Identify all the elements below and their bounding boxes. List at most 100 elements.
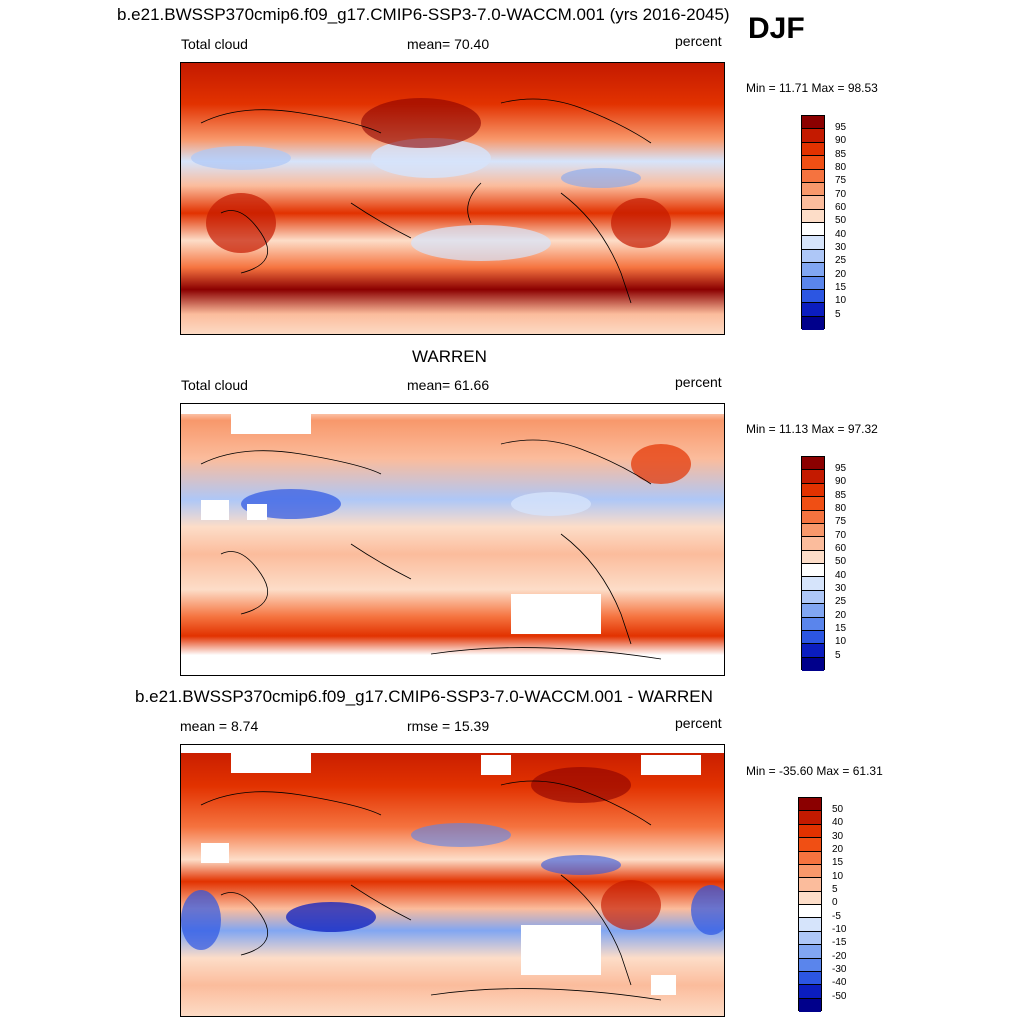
panel2-colorbar-band xyxy=(802,523,824,538)
panel1-colorbar-band xyxy=(802,169,824,183)
panel2-tick: 25 xyxy=(835,596,847,607)
panel3-mean-label: mean = 8.74 xyxy=(180,718,259,734)
panel2-colorbar-band xyxy=(802,510,824,524)
panel2-colorbar-band xyxy=(802,537,824,551)
panel3-colorbar-band xyxy=(799,905,821,919)
panel3-tick: 40 xyxy=(832,817,844,828)
panel2-tick: 50 xyxy=(835,556,847,567)
panel1-colorbar xyxy=(801,115,825,330)
panel2-mean-label: mean= 61.66 xyxy=(407,377,490,393)
panel1-tick: 60 xyxy=(835,202,847,213)
panel2-colorbar-band xyxy=(802,577,824,591)
panel3-colorbar-band xyxy=(799,971,821,986)
panel1-colorbar-band xyxy=(802,223,824,237)
panel3-tick: -40 xyxy=(832,977,847,988)
panel2-colorbar-band xyxy=(802,630,824,645)
panel2-tick: 85 xyxy=(835,490,847,501)
panel3-tick: -10 xyxy=(832,924,847,935)
panel2-colorbar xyxy=(801,456,825,671)
panel2-colorbar-band xyxy=(802,483,824,498)
panel2-tick: 60 xyxy=(835,543,847,554)
panel2-tick: 75 xyxy=(835,516,847,527)
panel2-colorbar-band xyxy=(802,590,824,605)
panel3-tick: -50 xyxy=(832,991,847,1002)
panel1-title: b.e21.BWSSP370cmip6.f09_g17.CMIP6-SSP3-7… xyxy=(117,5,730,24)
panel3-colorbar-band xyxy=(799,958,821,972)
panel1-tick: 25 xyxy=(835,255,847,266)
panel3-tick: 15 xyxy=(832,857,844,868)
panel3-tick: 10 xyxy=(832,871,844,882)
panel2-colorbar-band xyxy=(802,470,824,484)
panel3-tick: -15 xyxy=(832,937,847,948)
panel1-tick: 70 xyxy=(835,189,847,200)
panel2-tick: 90 xyxy=(835,476,847,487)
panel3-colorbar-band xyxy=(799,798,821,812)
panel3-colorbar-band xyxy=(799,864,821,879)
panel3-tick: -5 xyxy=(832,911,841,922)
panel2-colorbar-band xyxy=(802,457,824,471)
panel3-title: b.e21.BWSSP370cmip6.f09_g17.CMIP6-SSP3-7… xyxy=(135,687,713,706)
panel2-tick: 40 xyxy=(835,570,847,581)
panel3-units-label: percent xyxy=(675,715,722,731)
panel2-units-label: percent xyxy=(675,374,722,390)
panel1-minmax: Min = 11.71 Max = 98.53 xyxy=(746,81,878,95)
panel1-colorbar-band xyxy=(802,209,824,223)
panel3-tick: -30 xyxy=(832,964,847,975)
panel1-tick: 40 xyxy=(835,229,847,240)
panel2-map xyxy=(180,403,725,676)
panel3-map xyxy=(180,744,725,1017)
panel2-tick: 70 xyxy=(835,530,847,541)
panel1-tick: 85 xyxy=(835,149,847,160)
panel3-tick: -20 xyxy=(832,951,847,962)
panel1-colorbar-band xyxy=(802,289,824,304)
panel2-tick: 5 xyxy=(835,650,841,661)
panel3-colorbar-band xyxy=(799,931,821,946)
panel2-colorbar-band xyxy=(802,617,824,631)
panel1-colorbar-band xyxy=(802,303,824,317)
panel1-colorbar-band xyxy=(802,196,824,210)
panel2-colorbar-band xyxy=(802,644,824,658)
panel1-tick: 20 xyxy=(835,269,847,280)
panel2-tick: 15 xyxy=(835,623,847,634)
panel1-tick: 80 xyxy=(835,162,847,173)
panel3-minmax: Min = -35.60 Max = 61.31 xyxy=(746,764,883,778)
panel3-colorbar xyxy=(798,797,822,1012)
panel2-tick: 30 xyxy=(835,583,847,594)
panel3-rmse-label: rmse = 15.39 xyxy=(407,718,490,734)
panel3-colorbar-band xyxy=(799,878,821,892)
panel3-colorbar-band xyxy=(799,918,821,932)
panel2-colorbar-band xyxy=(802,550,824,564)
panel3-colorbar-band xyxy=(799,824,821,839)
panel1-tick: 95 xyxy=(835,122,847,133)
panel1-tick: 15 xyxy=(835,282,847,293)
panel3-tick: 20 xyxy=(832,844,844,855)
panel1-tick: 30 xyxy=(835,242,847,253)
panel2-colorbar-band xyxy=(802,497,824,511)
panel1-map xyxy=(180,62,725,335)
panel1-variable-label: Total cloud xyxy=(181,36,248,52)
panel2-minmax: Min = 11.13 Max = 97.32 xyxy=(746,422,878,436)
panel3-tick: 30 xyxy=(832,831,844,842)
panel2-colorbar-band xyxy=(802,564,824,578)
panel3-tick: 50 xyxy=(832,804,844,815)
panel3-colorbar-band xyxy=(799,811,821,825)
panel2-colorbar-band xyxy=(802,604,824,618)
panel1-colorbar-band xyxy=(802,276,824,290)
panel3-tick: 0 xyxy=(832,897,838,908)
panel1-colorbar-band xyxy=(802,182,824,197)
panel1-colorbar-band xyxy=(802,263,824,277)
panel1-units-label: percent xyxy=(675,33,722,49)
panel3-colorbar-band xyxy=(799,985,821,999)
panel3-colorbar-band xyxy=(799,945,821,959)
panel1-colorbar-band xyxy=(802,156,824,170)
panel1-colorbar-band xyxy=(802,142,824,157)
panel3-colorbar-band xyxy=(799,851,821,865)
panel2-title: WARREN xyxy=(412,347,487,366)
panel1-colorbar-band xyxy=(802,236,824,250)
panel1-tick: 75 xyxy=(835,175,847,186)
panel2-tick: 10 xyxy=(835,636,847,647)
panel1-mean-label: mean= 70.40 xyxy=(407,36,490,52)
panel1-tick: 90 xyxy=(835,135,847,146)
panel2-colorbar-band xyxy=(802,657,824,671)
panel3-colorbar-band xyxy=(799,838,821,852)
